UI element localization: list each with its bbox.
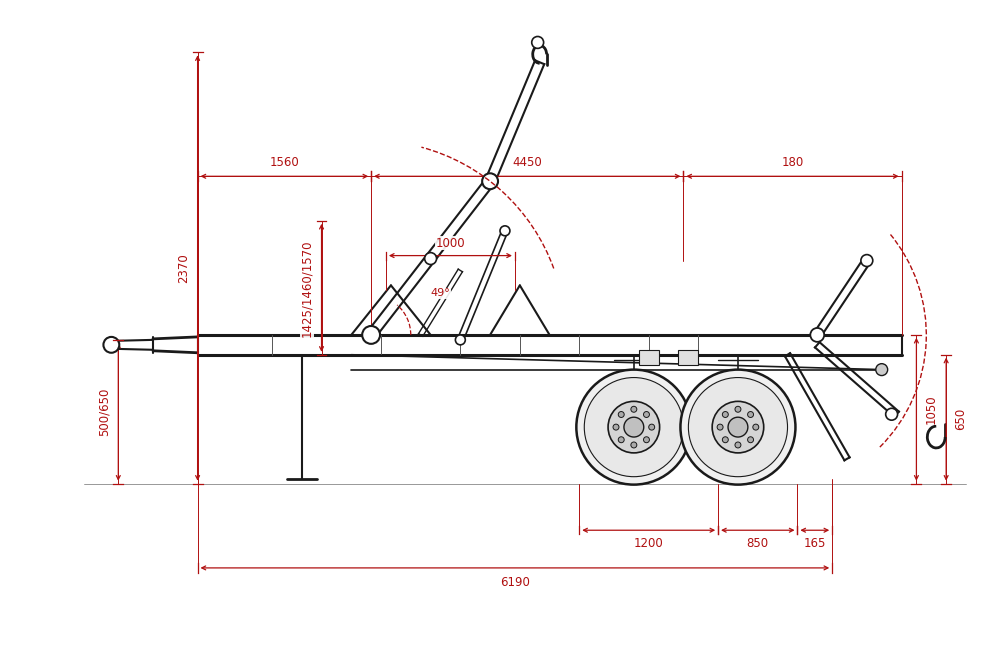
Text: 1560: 1560 — [269, 157, 299, 170]
Text: 650: 650 — [954, 408, 967, 430]
Circle shape — [861, 255, 873, 266]
Circle shape — [876, 363, 888, 376]
Circle shape — [362, 326, 380, 344]
Circle shape — [735, 406, 741, 412]
Circle shape — [748, 411, 754, 417]
Circle shape — [500, 226, 510, 236]
Circle shape — [103, 337, 119, 353]
Text: 49°: 49° — [431, 288, 450, 298]
Circle shape — [455, 335, 465, 345]
Text: 850: 850 — [747, 537, 769, 550]
Text: 180: 180 — [781, 157, 804, 170]
Circle shape — [643, 437, 649, 443]
Circle shape — [753, 424, 759, 430]
Circle shape — [722, 411, 728, 417]
Circle shape — [810, 328, 824, 342]
Circle shape — [482, 174, 498, 189]
Circle shape — [748, 437, 754, 443]
Circle shape — [643, 411, 649, 417]
Circle shape — [680, 370, 795, 485]
Circle shape — [624, 417, 644, 437]
Text: 1000: 1000 — [436, 237, 465, 250]
Circle shape — [532, 36, 544, 48]
Text: 4450: 4450 — [512, 157, 542, 170]
Circle shape — [735, 442, 741, 448]
Circle shape — [618, 437, 624, 443]
Polygon shape — [678, 350, 698, 365]
Text: 165: 165 — [804, 537, 826, 550]
Circle shape — [425, 253, 437, 265]
Circle shape — [688, 378, 788, 476]
Circle shape — [717, 424, 723, 430]
Circle shape — [576, 370, 691, 485]
Circle shape — [613, 424, 619, 430]
Circle shape — [886, 408, 898, 420]
Text: 1200: 1200 — [634, 537, 664, 550]
Circle shape — [649, 424, 655, 430]
Circle shape — [608, 401, 660, 453]
Text: 6190: 6190 — [500, 576, 530, 589]
Polygon shape — [639, 350, 659, 365]
Circle shape — [631, 442, 637, 448]
Text: 2370: 2370 — [177, 253, 190, 283]
Text: 1050: 1050 — [924, 395, 937, 424]
Text: 1425/1460/1570: 1425/1460/1570 — [301, 239, 314, 337]
Circle shape — [584, 378, 683, 476]
Text: 500/650: 500/650 — [97, 387, 110, 436]
Circle shape — [618, 411, 624, 417]
Circle shape — [631, 406, 637, 412]
Circle shape — [712, 401, 764, 453]
Circle shape — [728, 417, 748, 437]
Circle shape — [722, 437, 728, 443]
